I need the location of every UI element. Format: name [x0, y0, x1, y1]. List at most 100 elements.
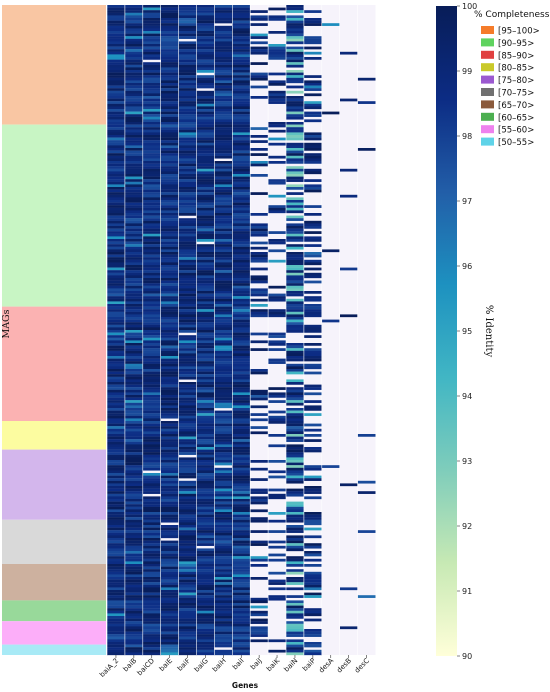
heatmap-cell [214, 304, 233, 307]
heatmap-cell [286, 545, 304, 549]
heatmap-cell [214, 395, 233, 398]
heatmap-cell [142, 77, 161, 81]
heatmap-cell [286, 218, 304, 221]
heatmap-cell [268, 314, 286, 318]
heatmap-cell [250, 519, 269, 523]
heatmap-cell [214, 285, 233, 289]
colorbar-tick-label: 100 [462, 2, 477, 11]
colorbar-tick-label: 97 [462, 197, 472, 206]
heatmap-cell [196, 231, 215, 234]
heatmap-cell [196, 405, 215, 409]
heatmap-cell [232, 449, 251, 453]
heatmap-cell [124, 88, 143, 91]
gene-tick-label: baiH [211, 657, 228, 674]
heatmap-cell [142, 423, 161, 427]
heatmap-cell [303, 631, 322, 635]
heatmap-cell [178, 213, 197, 216]
heatmap-cell [286, 54, 304, 58]
heatmap-cell [232, 545, 251, 549]
heatmap-cell [160, 187, 179, 190]
heatmap-cell [250, 517, 269, 520]
heatmap-cell [160, 148, 179, 151]
heatmap-cell [160, 389, 179, 393]
heatmap-cell [214, 283, 233, 286]
heatmap-cell [196, 486, 215, 489]
heatmap-cell [124, 501, 143, 505]
heatmap-cell [286, 236, 304, 240]
heatmap-cell [124, 205, 143, 208]
heatmap-cell [214, 426, 233, 429]
heatmap-cell [178, 93, 197, 97]
heatmap-cell [124, 301, 143, 305]
heatmap-cell [124, 610, 143, 614]
heatmap-cell [268, 54, 286, 58]
heatmap-cell [107, 480, 125, 484]
heatmap-cell [250, 163, 269, 167]
heatmap-cell [107, 109, 125, 112]
heatmap-cell [286, 304, 304, 307]
heatmap-cell [142, 480, 161, 484]
heatmap-cell [178, 522, 197, 526]
heatmap-cell [232, 392, 251, 396]
heatmap-cell [196, 57, 215, 60]
heatmap-cell [286, 137, 304, 141]
heatmap-cell [214, 161, 233, 164]
heatmap-cell [250, 395, 269, 398]
heatmap-cell [214, 569, 233, 572]
heatmap-cell [303, 449, 322, 453]
heatmap-cell [303, 582, 322, 585]
heatmap-cell [178, 535, 197, 539]
heatmap-cell [160, 12, 179, 16]
heatmap-cell [142, 23, 161, 26]
heatmap-cell [142, 363, 161, 367]
heatmap-cell [142, 93, 161, 97]
heatmap-cell [196, 493, 215, 497]
heatmap-cell [250, 558, 269, 562]
heatmap-cell [214, 470, 233, 474]
heatmap-cell [160, 46, 179, 50]
heatmap-cell [196, 301, 215, 305]
heatmap-cell [286, 400, 304, 403]
heatmap-cell [196, 15, 215, 19]
heatmap-cell [214, 566, 233, 570]
heatmap-cell [286, 447, 304, 450]
heatmap-cell [107, 184, 125, 188]
heatmap-cell [142, 72, 161, 76]
heatmap-cell [107, 538, 125, 541]
heatmap-cell [250, 75, 269, 78]
heatmap-cell [160, 127, 179, 130]
heatmap-cell [196, 161, 215, 164]
heatmap-cell [124, 457, 143, 461]
gene-tick-label: baiE [158, 657, 174, 673]
heatmap-cell [160, 441, 179, 445]
heatmap-cell [303, 496, 322, 500]
heatmap-cell [250, 33, 269, 37]
heatmap-cell [303, 428, 322, 432]
heatmap-cell [160, 145, 179, 149]
heatmap-cell [178, 636, 197, 640]
heatmap-cell [142, 525, 161, 528]
heatmap-cell [196, 473, 215, 476]
heatmap-cell [196, 423, 215, 427]
colorbar [436, 6, 457, 656]
heatmap-cell [142, 621, 161, 624]
heatmap-cell [142, 626, 161, 630]
heatmap-cell [160, 54, 179, 58]
heatmap-cell [107, 103, 125, 107]
heatmap-cell [232, 166, 251, 169]
heatmap-cell [107, 512, 125, 515]
heatmap-cell [196, 418, 215, 422]
heatmap-cell [250, 556, 269, 559]
heatmap-cell [196, 70, 215, 73]
heatmap-cell [107, 239, 125, 242]
heatmap-cell [142, 428, 161, 432]
heatmap-cell [178, 579, 197, 583]
heatmap-cell [178, 239, 197, 242]
completeness-row-band [2, 5, 106, 655]
heatmap-cell [196, 322, 215, 325]
heatmap-cell [303, 41, 322, 45]
heatmap-cell [160, 465, 179, 468]
heatmap-cell [178, 288, 197, 292]
heatmap-cell [232, 150, 251, 154]
heatmap-cell [178, 618, 197, 622]
